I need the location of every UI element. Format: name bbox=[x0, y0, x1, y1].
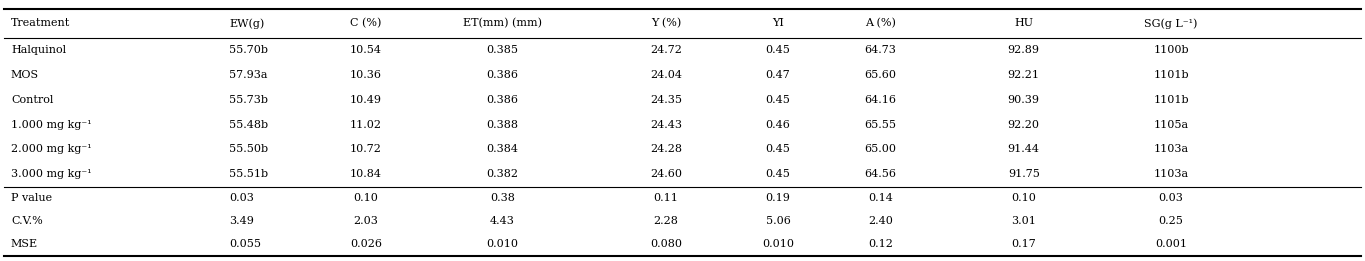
Text: 0.026: 0.026 bbox=[349, 239, 382, 249]
Text: Control: Control bbox=[11, 95, 53, 105]
Text: 55.50b: 55.50b bbox=[229, 144, 269, 155]
Text: C (%): C (%) bbox=[351, 18, 381, 29]
Text: 90.39: 90.39 bbox=[1007, 95, 1040, 105]
Text: 10.84: 10.84 bbox=[349, 169, 382, 179]
Text: 2.40: 2.40 bbox=[868, 216, 893, 226]
Text: 24.04: 24.04 bbox=[650, 70, 682, 80]
Text: 2.28: 2.28 bbox=[654, 216, 678, 226]
Text: MOS: MOS bbox=[11, 70, 40, 80]
Text: 0.38: 0.38 bbox=[490, 193, 515, 203]
Text: 3.01: 3.01 bbox=[1011, 216, 1036, 226]
Text: 0.25: 0.25 bbox=[1159, 216, 1183, 226]
Text: Y (%): Y (%) bbox=[651, 18, 681, 29]
Text: A (%): A (%) bbox=[865, 18, 895, 29]
Text: 91.75: 91.75 bbox=[1007, 169, 1040, 179]
Text: 24.60: 24.60 bbox=[650, 169, 682, 179]
Text: YI: YI bbox=[773, 19, 784, 28]
Text: 0.384: 0.384 bbox=[486, 144, 519, 155]
Text: EW(g): EW(g) bbox=[229, 18, 265, 29]
Text: Treatment: Treatment bbox=[11, 19, 70, 28]
Text: 0.46: 0.46 bbox=[766, 120, 790, 130]
Text: ET(mm) (mm): ET(mm) (mm) bbox=[463, 18, 542, 29]
Text: 3.000 mg kg⁻¹: 3.000 mg kg⁻¹ bbox=[11, 169, 91, 179]
Text: 1105a: 1105a bbox=[1153, 120, 1189, 130]
Text: MSE: MSE bbox=[11, 239, 38, 249]
Text: 0.080: 0.080 bbox=[650, 239, 682, 249]
Text: 0.010: 0.010 bbox=[486, 239, 519, 249]
Text: 65.00: 65.00 bbox=[864, 144, 897, 155]
Text: 0.10: 0.10 bbox=[354, 193, 378, 203]
Text: 1101b: 1101b bbox=[1153, 70, 1189, 80]
Text: 24.43: 24.43 bbox=[650, 120, 682, 130]
Text: 24.72: 24.72 bbox=[650, 45, 682, 55]
Text: 0.001: 0.001 bbox=[1155, 239, 1188, 249]
Text: 91.44: 91.44 bbox=[1007, 144, 1040, 155]
Text: 0.45: 0.45 bbox=[766, 45, 790, 55]
Text: 1.000 mg kg⁻¹: 1.000 mg kg⁻¹ bbox=[11, 120, 91, 130]
Text: 5.06: 5.06 bbox=[766, 216, 790, 226]
Text: 0.45: 0.45 bbox=[766, 169, 790, 179]
Text: 55.73b: 55.73b bbox=[229, 95, 269, 105]
Text: 0.010: 0.010 bbox=[762, 239, 794, 249]
Text: 0.11: 0.11 bbox=[654, 193, 678, 203]
Text: 1100b: 1100b bbox=[1153, 45, 1189, 55]
Text: 0.14: 0.14 bbox=[868, 193, 893, 203]
Text: 64.56: 64.56 bbox=[864, 169, 897, 179]
Text: 0.45: 0.45 bbox=[766, 95, 790, 105]
Text: 0.10: 0.10 bbox=[1011, 193, 1036, 203]
Text: 10.72: 10.72 bbox=[349, 144, 382, 155]
Text: 2.000 mg kg⁻¹: 2.000 mg kg⁻¹ bbox=[11, 144, 91, 155]
Text: 24.35: 24.35 bbox=[650, 95, 682, 105]
Text: 92.89: 92.89 bbox=[1007, 45, 1040, 55]
Text: 64.16: 64.16 bbox=[864, 95, 897, 105]
Text: 0.12: 0.12 bbox=[868, 239, 893, 249]
Text: 92.20: 92.20 bbox=[1007, 120, 1040, 130]
Text: 57.93a: 57.93a bbox=[229, 70, 268, 80]
Text: 3.49: 3.49 bbox=[229, 216, 254, 226]
Text: 0.17: 0.17 bbox=[1011, 239, 1036, 249]
Text: 1101b: 1101b bbox=[1153, 95, 1189, 105]
Text: 92.21: 92.21 bbox=[1007, 70, 1040, 80]
Text: 1103a: 1103a bbox=[1153, 169, 1189, 179]
Text: 65.60: 65.60 bbox=[864, 70, 897, 80]
Text: 0.19: 0.19 bbox=[766, 193, 790, 203]
Text: C.V.%: C.V.% bbox=[11, 216, 42, 226]
Text: 0.47: 0.47 bbox=[766, 70, 790, 80]
Text: 10.36: 10.36 bbox=[349, 70, 382, 80]
Text: 0.03: 0.03 bbox=[229, 193, 254, 203]
Text: 0.388: 0.388 bbox=[486, 120, 519, 130]
Text: 0.386: 0.386 bbox=[486, 70, 519, 80]
Text: HU: HU bbox=[1014, 19, 1033, 28]
Text: 65.55: 65.55 bbox=[864, 120, 897, 130]
Text: 0.03: 0.03 bbox=[1159, 193, 1183, 203]
Text: 4.43: 4.43 bbox=[490, 216, 515, 226]
Text: 64.73: 64.73 bbox=[864, 45, 897, 55]
Text: 55.51b: 55.51b bbox=[229, 169, 269, 179]
Text: P value: P value bbox=[11, 193, 52, 203]
Text: 55.48b: 55.48b bbox=[229, 120, 269, 130]
Text: 2.03: 2.03 bbox=[354, 216, 378, 226]
Text: 0.055: 0.055 bbox=[229, 239, 261, 249]
Text: 24.28: 24.28 bbox=[650, 144, 682, 155]
Text: 55.70b: 55.70b bbox=[229, 45, 269, 55]
Text: 0.385: 0.385 bbox=[486, 45, 519, 55]
Text: 0.386: 0.386 bbox=[486, 95, 519, 105]
Text: 0.45: 0.45 bbox=[766, 144, 790, 155]
Text: 10.49: 10.49 bbox=[349, 95, 382, 105]
Text: 11.02: 11.02 bbox=[349, 120, 382, 130]
Text: 1103a: 1103a bbox=[1153, 144, 1189, 155]
Text: 0.382: 0.382 bbox=[486, 169, 519, 179]
Text: 10.54: 10.54 bbox=[349, 45, 382, 55]
Text: Halquinol: Halquinol bbox=[11, 45, 66, 55]
Text: SG(g L⁻¹): SG(g L⁻¹) bbox=[1144, 18, 1198, 29]
